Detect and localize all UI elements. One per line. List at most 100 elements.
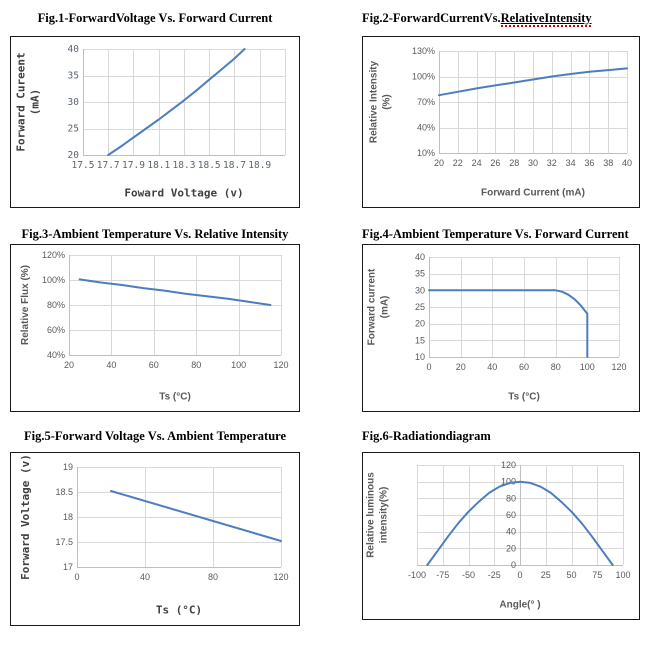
svg-text:0: 0 — [426, 362, 431, 372]
figure-2-y-axis-title: Relative Intensity (%) — [368, 60, 393, 144]
svg-text:40: 40 — [487, 362, 497, 372]
svg-text:25: 25 — [68, 124, 79, 135]
figure-6-plot: -100 -75 -50 -25 0 25 50 75 100 0 20 40 60 80 100 120 — [408, 460, 631, 580]
figure-4: Fig.4-Ambient Temperature Vs. Forward Cu… — [362, 224, 640, 412]
figure-3-x-axis-title: Ts (°C) — [159, 391, 191, 403]
figure-6-title: Fig.6-Radiationdiagram — [362, 429, 491, 443]
svg-text:20: 20 — [506, 543, 516, 553]
figure-6-y-axis-title: Relative luminous intensity(%) — [365, 472, 390, 558]
figure-5-x-axis-title: Ts (°C) — [155, 603, 203, 617]
svg-text:26: 26 — [490, 158, 500, 168]
figure-6-chart-box: -100 -75 -50 -25 0 25 50 75 100 0 20 40 60 80 100 120 R… — [362, 452, 640, 620]
svg-text:80: 80 — [191, 360, 201, 370]
figure-4-title: Fig.4-Ambient Temperature Vs. Forward Cu… — [362, 227, 629, 241]
svg-text:100%: 100% — [42, 275, 65, 285]
svg-text:-25: -25 — [488, 570, 501, 580]
figure-5-title: Fig.5-Forward Voltage Vs. Ambient Temper… — [23, 429, 287, 443]
svg-text:120: 120 — [611, 362, 626, 372]
svg-text:80: 80 — [208, 572, 218, 582]
figure-2-plot: 20 22 24 26 28 30 32 34 36 38 40 10% 40% 70% 100% 130% — [412, 46, 632, 168]
svg-text:0: 0 — [517, 570, 522, 580]
svg-text:38: 38 — [603, 158, 613, 168]
figure-3: Fig.3-Ambient Temperature Vs. Relative I… — [10, 224, 300, 412]
svg-text:70%: 70% — [417, 97, 435, 107]
figure-2-title-prefix: Fig.2-ForwardCurrentVs. — [362, 11, 501, 25]
svg-text:60: 60 — [506, 510, 516, 520]
figure-6: Fig.6-Radiationdiagram -100 -75 -50 -25 0 25 5… — [362, 426, 640, 620]
figure-5-plot: 0 40 80 120 17 17.5 18 18.5 19 — [55, 462, 288, 582]
svg-text:20: 20 — [68, 150, 80, 161]
svg-text:80%: 80% — [47, 300, 65, 310]
svg-text:40: 40 — [622, 158, 632, 168]
svg-text:25: 25 — [415, 302, 425, 312]
svg-text:20: 20 — [415, 319, 425, 329]
svg-text:100: 100 — [580, 362, 595, 372]
svg-text:40: 40 — [415, 252, 425, 262]
svg-text:100: 100 — [231, 360, 246, 370]
svg-text:18: 18 — [63, 512, 73, 522]
svg-text:60: 60 — [149, 360, 159, 370]
figure-5: Fig.5-Forward Voltage Vs. Ambient Temper… — [10, 426, 300, 626]
figure-3-chart-box: 20 40 60 80 100 120 40% 60% 80% 100% 120% Relative… — [10, 244, 300, 412]
svg-text:17.7: 17.7 — [97, 160, 120, 171]
svg-text:0: 0 — [511, 560, 516, 570]
svg-text:120: 120 — [501, 460, 516, 470]
svg-text:18.1: 18.1 — [147, 160, 170, 171]
svg-text:22: 22 — [453, 158, 463, 168]
svg-text:80: 80 — [551, 362, 561, 372]
figure-3-title: Fig.3-Ambient Temperature Vs. Relative I… — [21, 227, 289, 241]
svg-text:32: 32 — [547, 158, 557, 168]
figure-2-x-axis-title: Forward Current (mA) — [481, 187, 585, 199]
svg-text:17.5: 17.5 — [55, 537, 73, 547]
figure-1-y-axis-title: Forward Cureent (mA) — [14, 52, 41, 152]
svg-text:18.9: 18.9 — [248, 160, 271, 171]
svg-text:120: 120 — [273, 572, 288, 582]
svg-text:40: 40 — [506, 527, 516, 537]
figure-5-y-axis-title: Forward Voltage (v) — [19, 454, 33, 580]
svg-text:40: 40 — [140, 572, 150, 582]
svg-text:40: 40 — [68, 44, 80, 55]
svg-text:24: 24 — [472, 158, 482, 168]
svg-text:50: 50 — [566, 570, 576, 580]
svg-text:18.7: 18.7 — [223, 160, 246, 171]
svg-text:60: 60 — [519, 362, 529, 372]
figure-2-chart-box: 20 22 24 26 28 30 32 34 36 38 40 10% 40% 70% 100% 130% … — [362, 36, 640, 208]
figure-2-title: Fig.2-ForwardCurrentVs.RelativeIntensity — [362, 8, 640, 28]
svg-text:60%: 60% — [47, 325, 65, 335]
svg-text:100: 100 — [615, 570, 630, 580]
svg-text:120: 120 — [273, 360, 288, 370]
svg-text:130%: 130% — [412, 46, 435, 56]
figure-1-plot: 17.5 17.7 17.9 18.1 18.3 18.5 18.7 18.9 20 25 30 35… — [68, 44, 286, 171]
svg-text:30: 30 — [68, 97, 80, 108]
svg-text:15: 15 — [415, 335, 425, 345]
svg-text:75: 75 — [592, 570, 602, 580]
svg-text:17: 17 — [63, 562, 73, 572]
svg-text:-75: -75 — [436, 570, 449, 580]
figure-2-title-underlined: RelativeIntensity — [500, 11, 592, 25]
svg-text:40: 40 — [106, 360, 116, 370]
svg-text:36: 36 — [584, 158, 594, 168]
svg-text:20: 20 — [64, 360, 74, 370]
svg-text:17.5: 17.5 — [72, 160, 95, 171]
figure-1-x-axis-title: Foward Voltage (v) — [124, 186, 244, 200]
svg-text:40%: 40% — [47, 350, 65, 360]
svg-text:10%: 10% — [417, 148, 435, 158]
svg-text:18.3: 18.3 — [173, 160, 196, 171]
svg-text:25: 25 — [541, 570, 551, 580]
figure-1: Fig.1-ForwardVoltage Vs. Forward Current… — [10, 8, 300, 208]
figure-1-title: Fig.1-ForwardVoltage Vs. Forward Current — [37, 11, 273, 25]
svg-text:-100: -100 — [408, 570, 426, 580]
figure-3-y-axis-title: Relative Flux (%) — [19, 264, 31, 346]
svg-text:35: 35 — [68, 71, 79, 82]
svg-text:100%: 100% — [412, 72, 435, 82]
figure-2: Fig.2-ForwardCurrentVs.RelativeIntensity… — [362, 8, 640, 208]
figure-4-plot: 0 20 40 60 80 100 120 10 15 20 25 30 35 40 — [415, 252, 627, 372]
svg-text:19: 19 — [63, 462, 73, 472]
svg-text:-50: -50 — [462, 570, 475, 580]
svg-text:28: 28 — [509, 158, 519, 168]
svg-text:10: 10 — [415, 352, 425, 362]
figure-5-chart-box: 0 40 80 120 17 17.5 18 18.5 19 Forward Voltage (… — [10, 452, 300, 626]
svg-text:30: 30 — [415, 285, 425, 295]
svg-text:100: 100 — [501, 477, 516, 487]
